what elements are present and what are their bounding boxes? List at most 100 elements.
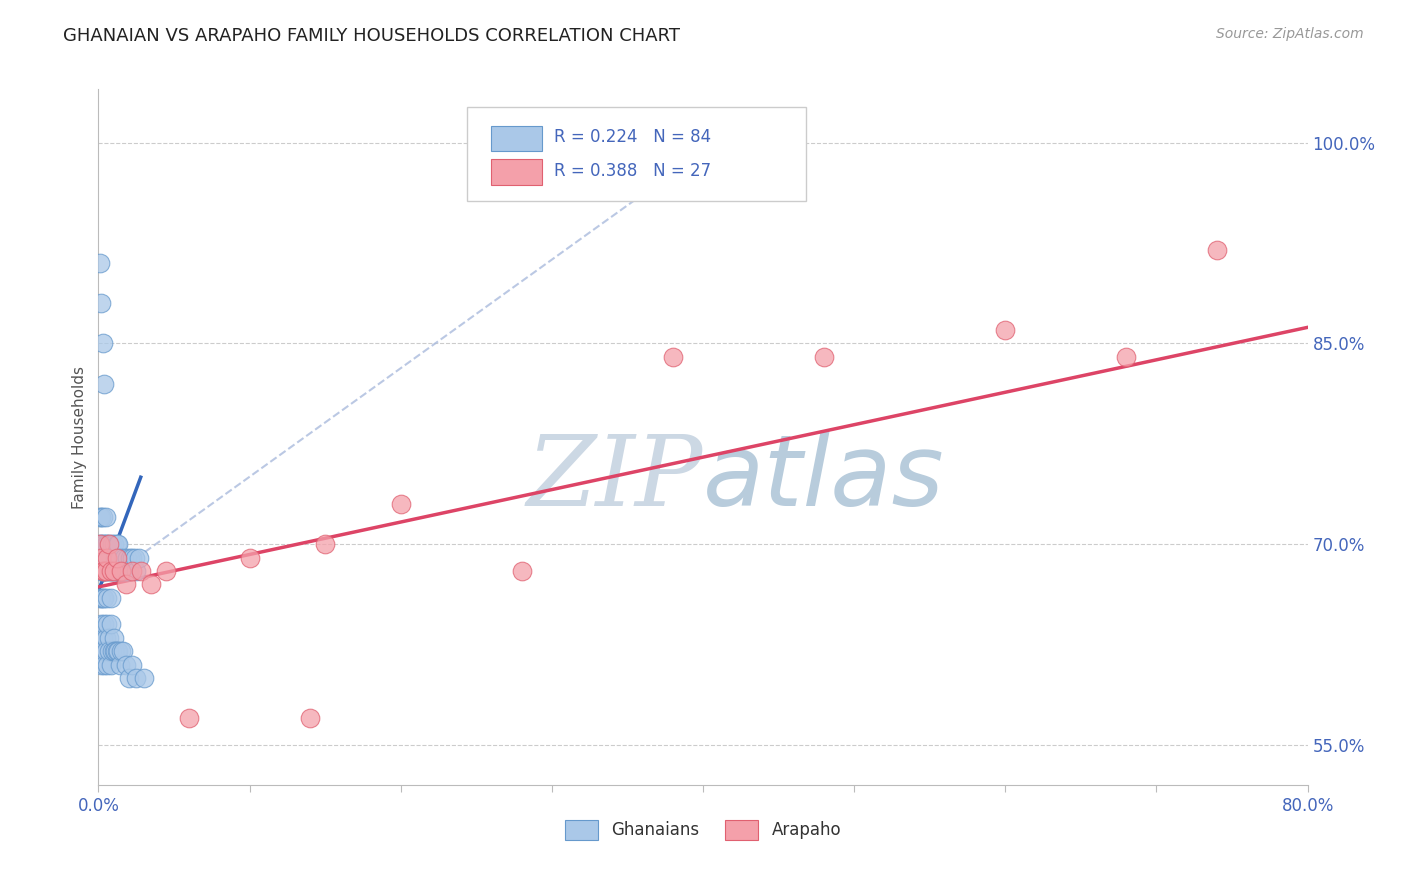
Point (111, 644, 134, 658)
Point (89, 631, 111, 645)
Y-axis label: Family Households: Family Households (72, 366, 87, 508)
Point (103, 564, 125, 578)
Point (118, 671, 141, 685)
Point (103, 631, 125, 645)
Point (93, 657, 115, 672)
Text: R = 0.224   N = 84: R = 0.224 N = 84 (554, 128, 711, 146)
Point (93, 564, 115, 578)
Point (89, 644, 111, 658)
Point (108, 550, 131, 565)
Point (114, 564, 136, 578)
Point (91, 564, 114, 578)
Point (90, 550, 112, 565)
Point (107, 564, 129, 578)
Point (121, 564, 143, 578)
Point (389, 497, 412, 511)
Point (96, 564, 118, 578)
Point (96, 537, 118, 551)
Point (105, 564, 128, 578)
Point (121, 657, 143, 672)
Point (121, 550, 143, 565)
Point (91, 631, 114, 645)
Point (91, 591, 114, 605)
Point (813, 350, 835, 364)
Point (100, 657, 122, 672)
Point (89, 537, 111, 551)
Legend: Ghanaians, Arapaho: Ghanaians, Arapaho (558, 814, 848, 847)
Point (93, 617, 115, 632)
Point (108, 657, 131, 672)
Text: atlas: atlas (703, 430, 945, 527)
Point (141, 577, 163, 591)
Point (1115, 350, 1137, 364)
Point (105, 644, 128, 658)
Point (128, 550, 150, 565)
Point (93, 376, 115, 391)
Point (91, 644, 114, 658)
Point (91, 550, 114, 565)
Point (94, 644, 117, 658)
Point (98, 631, 121, 645)
Point (299, 711, 322, 725)
Point (1206, 243, 1229, 257)
Point (101, 644, 124, 658)
Point (510, 564, 533, 578)
Point (90, 296, 112, 310)
Point (110, 564, 132, 578)
Point (89, 256, 111, 270)
Point (93, 591, 115, 605)
Point (105, 550, 128, 565)
Point (91, 537, 114, 551)
Point (91, 564, 114, 578)
Point (94, 631, 117, 645)
Point (90, 617, 112, 632)
Point (115, 550, 138, 565)
Point (104, 550, 127, 565)
Point (90, 657, 112, 672)
Point (114, 577, 136, 591)
Point (239, 550, 262, 565)
Point (125, 671, 148, 685)
Point (91, 336, 114, 351)
Point (90, 537, 112, 551)
Point (101, 564, 124, 578)
Point (98, 537, 121, 551)
Point (98, 644, 121, 658)
Point (124, 550, 146, 565)
Point (179, 711, 201, 725)
Point (125, 564, 148, 578)
Point (103, 564, 125, 578)
Point (94, 564, 117, 578)
Point (98, 564, 121, 578)
Point (155, 564, 177, 578)
FancyBboxPatch shape (492, 126, 543, 151)
Point (90, 550, 112, 565)
Point (111, 564, 134, 578)
Text: GHANAIAN VS ARAPAHO FAMILY HOUSEHOLDS CORRELATION CHART: GHANAIAN VS ARAPAHO FAMILY HOUSEHOLDS CO… (63, 27, 681, 45)
Point (89, 550, 111, 565)
Point (96, 550, 118, 565)
Point (120, 550, 142, 565)
Point (132, 671, 155, 685)
Point (314, 537, 336, 551)
Text: ZIP: ZIP (527, 431, 703, 526)
Point (89, 510, 111, 524)
Point (103, 644, 125, 658)
Point (101, 537, 124, 551)
Point (94, 564, 117, 578)
Point (90, 510, 112, 524)
Point (110, 644, 132, 658)
Point (107, 644, 129, 658)
Point (104, 644, 127, 658)
Point (118, 564, 141, 578)
Point (114, 657, 136, 672)
Point (98, 537, 121, 551)
Point (994, 323, 1017, 337)
FancyBboxPatch shape (492, 160, 543, 185)
FancyBboxPatch shape (467, 106, 806, 201)
Point (93, 564, 115, 578)
Point (90, 591, 112, 605)
Point (107, 537, 129, 551)
Point (90, 564, 112, 578)
Point (89, 564, 111, 578)
